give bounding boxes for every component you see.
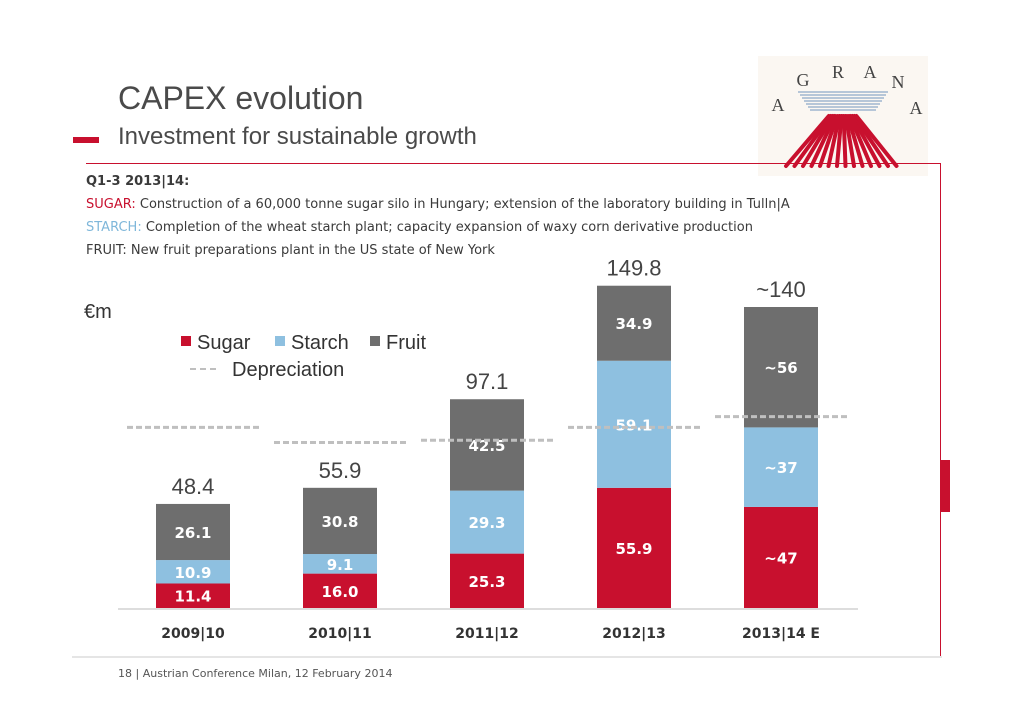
bar-starch-5 (744, 427, 818, 507)
logo-field-stripe (848, 114, 873, 168)
info-fruit-line: FRUIT: New fruit preparations plant in t… (86, 243, 495, 258)
footer-separator: | (135, 667, 140, 680)
bar-label-sugar-2: 16.0 (321, 583, 358, 601)
content-frame-right (940, 163, 941, 658)
bar-total-2: 55.9 (319, 458, 362, 483)
bar-label-sugar-4: 55.9 (615, 540, 652, 558)
page-subtitle: Investment for sustainable growth (118, 123, 477, 150)
content-frame-bottom (72, 656, 942, 658)
bar-fruit-3 (450, 399, 524, 491)
side-accent-tab (940, 460, 950, 512)
bar-label-fruit-4: 34.9 (615, 315, 652, 333)
bar-fruit-2 (303, 487, 377, 555)
bar-label-sugar-1: 11.4 (174, 588, 211, 606)
logo-letter: G (797, 70, 810, 90)
bar-label-sugar-3: 25.3 (468, 573, 505, 591)
bar-label-starch-3: 29.3 (468, 514, 505, 532)
x-tick-label-5: 2013|14 E (742, 626, 820, 642)
footer-page-number: 18 (118, 667, 132, 680)
logo-field-stripe (835, 114, 844, 168)
logo-field-stripe (852, 114, 890, 168)
info-sugar-line: SUGAR: Construction of a 60,000 tonne su… (86, 193, 790, 216)
bar-label-starch-2: 9.1 (327, 556, 354, 574)
x-tick-label-2: 2010|11 (308, 626, 372, 642)
legend-sugar-label: Sugar (197, 332, 251, 354)
legend: Sugar Starch Fruit Depreciation (181, 332, 426, 381)
bar-label-fruit-2: 30.8 (321, 513, 358, 531)
legend-fruit-label: Fruit (386, 332, 426, 354)
info-heading: Q1-3 2013|14: (86, 174, 190, 189)
bar-label-starch-4: 59.1 (615, 416, 652, 434)
bar-label-sugar-5: ~47 (764, 549, 797, 567)
unit-label: €m (84, 301, 112, 323)
legend-starch-swatch (275, 336, 285, 346)
logo-field-stripe (854, 114, 899, 168)
logo-letter: N (892, 72, 905, 92)
logo-field-stripe (801, 114, 835, 168)
info-block: Q1-3 2013|14: SUGAR: Construction of a 6… (86, 170, 790, 262)
logo-letter: A (910, 98, 923, 118)
info-starch-line: STARCH: Completion of the wheat starch p… (86, 216, 790, 239)
bar-fruit-1 (156, 503, 230, 561)
agrana-logo: AG R A NA (758, 56, 928, 176)
logo-field-stripe (841, 114, 848, 168)
logo-field-stripe (845, 114, 865, 168)
bar-sugar-3 (450, 553, 524, 608)
bar-label-fruit-1: 26.1 (174, 524, 211, 542)
content-frame-top (86, 163, 941, 164)
bar-label-fruit-5: ~56 (764, 359, 797, 377)
logo-field-stripe (826, 114, 842, 168)
bar-sugar-2 (303, 573, 377, 608)
info-starch-label: STARCH: (86, 220, 142, 235)
info-sugar-label: SUGAR: (86, 197, 136, 212)
subtitle-accent-bar (73, 137, 99, 143)
bar-sugar-5 (744, 506, 818, 608)
info-sugar-text: Construction of a 60,000 tonne sugar sil… (139, 197, 790, 212)
logo-field-stripe (809, 114, 838, 168)
bar-total-3: 97.1 (466, 369, 509, 394)
bar-label-starch-1: 10.9 (174, 564, 211, 582)
bar-starch-3 (450, 490, 524, 554)
logo-field-stripe (792, 114, 833, 168)
x-tick-label-3: 2011|12 (455, 626, 519, 642)
bar-starch-4 (597, 360, 671, 488)
x-tick-label-1: 2009|10 (161, 626, 225, 642)
logo-letter: R (832, 62, 844, 82)
logo-stripes (784, 91, 899, 168)
page-title: CAPEX evolution (118, 80, 364, 116)
bar-starch-1 (156, 560, 230, 584)
bar-fruit-5 (744, 307, 818, 428)
logo-letter: A (864, 62, 877, 82)
bar-starch-2 (303, 554, 377, 574)
legend-starch-label: Starch (291, 332, 349, 354)
bar-total-4: 149.8 (606, 256, 661, 281)
info-starch-text: Completion of the wheat starch plant; ca… (145, 220, 753, 235)
legend-sugar-swatch (181, 336, 191, 346)
bar-label-starch-5: ~37 (764, 459, 797, 477)
footer: 18 | Austrian Conference Milan, 12 Febru… (118, 667, 392, 680)
bar-sugar-1 (156, 583, 230, 608)
bar-sugar-4 (597, 487, 671, 608)
footer-text: Austrian Conference Milan, 12 February 2… (142, 667, 393, 680)
logo-field-stripe (850, 114, 882, 168)
x-tick-label-4: 2012|13 (602, 626, 666, 642)
logo-letter: A (772, 95, 785, 115)
bar-total-5: ~140 (756, 277, 806, 302)
logo-field-stripe (818, 114, 840, 168)
bar-total-1: 48.4 (172, 474, 215, 499)
logo-field-stripe (784, 114, 831, 168)
legend-fruit-swatch (370, 336, 380, 346)
bar-fruit-4 (597, 285, 671, 361)
legend-depreciation-label: Depreciation (232, 359, 344, 381)
logo-field-stripe (843, 114, 856, 168)
